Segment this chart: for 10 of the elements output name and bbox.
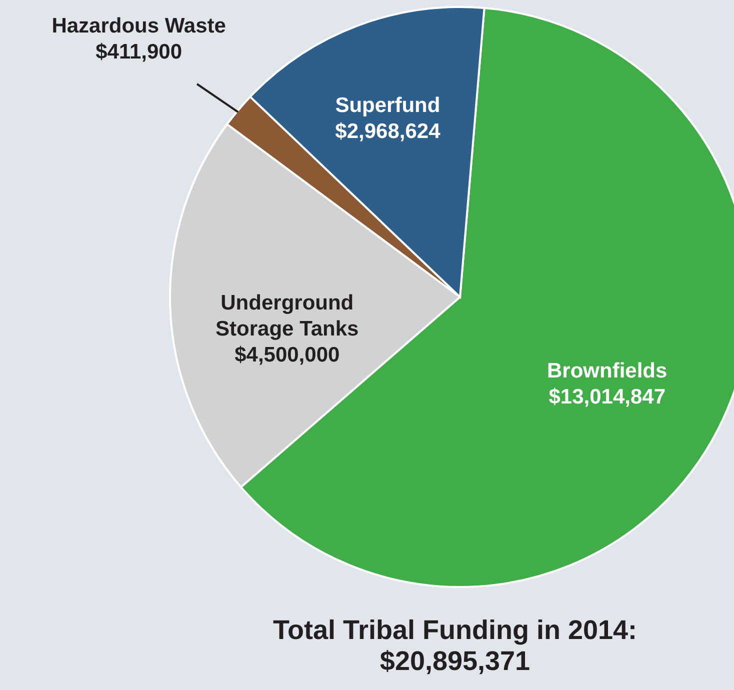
data-label: $4,500,000	[234, 344, 340, 367]
slice-label: Hazardous Waste	[52, 14, 226, 38]
slice-label: Underground Storage Tanks	[216, 292, 359, 341]
text: $20,895,371	[380, 646, 530, 676]
slice-label: Brownfields	[547, 360, 668, 383]
data-label: $411,900	[96, 40, 182, 64]
slice-label: Superfund	[335, 94, 440, 118]
data-label: $13,014,847	[548, 386, 666, 409]
data-label: $2,968,624	[335, 120, 441, 144]
text: Total Tribal Funding in 2014:	[272, 615, 638, 645]
